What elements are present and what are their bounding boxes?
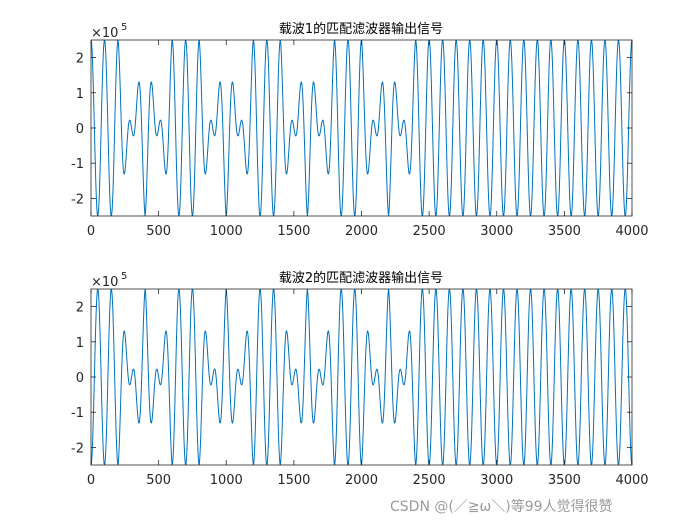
plot1-xtick-label: 3500 <box>548 224 581 239</box>
plot2-xtick-label: 1000 <box>210 473 243 488</box>
plot1-xtick-label: 4000 <box>615 224 648 239</box>
plot2-xtick-label: 3000 <box>480 473 513 488</box>
plot2-ytick-label: 0 <box>76 371 84 386</box>
plot1-ticks: 0 500 1000 1500 2000 2500 3000 3500 4000 2 1 0 -1 -2 <box>71 40 649 239</box>
plot1-xtick-label: 3000 <box>480 224 513 239</box>
plot1-ytick-label: -2 <box>71 192 84 207</box>
plot1-xtick-label: 2000 <box>345 224 378 239</box>
plot2-ticks: 0 500 1000 1500 2000 2500 3000 3500 4000 2 1 0 -1 -2 <box>71 289 649 488</box>
watermark-text: CSDN @(／≧ω＼)等99人觉得很赞 <box>390 498 613 515</box>
plot2-xtick-label: 3500 <box>548 473 581 488</box>
plot1-ytick-label: 0 <box>76 122 84 137</box>
plot1-axes-box <box>90 39 633 217</box>
plot2-ytick-label: -1 <box>71 406 84 421</box>
plot2-exponent-power: 5 <box>121 271 127 282</box>
plot2-ytick-label: 1 <box>76 336 84 351</box>
plot1-xtick-label: 1500 <box>277 224 310 239</box>
plot1-series-line <box>91 40 632 216</box>
plot1-ytick-label: 2 <box>76 52 84 67</box>
plot1-xtick-label: 0 <box>87 224 95 239</box>
plot1-ytick-label: -1 <box>71 157 84 172</box>
plot2-xtick-label: 2500 <box>413 473 446 488</box>
plot2-xtick-label: 1500 <box>277 473 310 488</box>
plot1-ytick-label: 1 <box>76 87 84 102</box>
plot2-xtick-label: 0 <box>87 473 95 488</box>
plot2-xtick-label: 500 <box>146 473 171 488</box>
plot1-xtick-label: 2500 <box>413 224 446 239</box>
plot1-xtick-label: 500 <box>146 224 171 239</box>
plot2-axes-box <box>90 288 633 466</box>
plot1-exponent-base: ×10 <box>91 26 118 41</box>
subplot-1: 载波1的匹配滤波器输出信号 ×10 5 0 500 1000 1500 2000 2500… <box>71 21 649 239</box>
plot2-ytick-label: -2 <box>71 441 84 456</box>
plot2-title: 载波2的匹配滤波器输出信号 <box>279 270 443 286</box>
plot2-series-line <box>91 289 632 465</box>
plot2-exponent-base: ×10 <box>91 275 118 290</box>
plot1-exponent-power: 5 <box>121 22 127 33</box>
subplot-2: 载波2的匹配滤波器输出信号 ×10 5 0 500 1000 1500 2000 2500… <box>71 270 649 488</box>
plot2-ytick-label: 2 <box>76 301 84 316</box>
plot1-title: 载波1的匹配滤波器输出信号 <box>279 21 443 37</box>
plot2-xtick-label: 4000 <box>615 473 648 488</box>
plot2-xtick-label: 2000 <box>345 473 378 488</box>
plot1-xtick-label: 1000 <box>210 224 243 239</box>
